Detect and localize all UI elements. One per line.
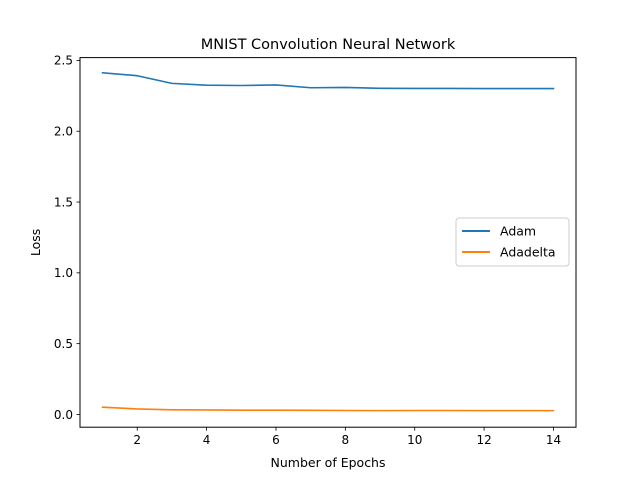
y-tick-label: 1.5 [54,195,73,209]
x-tick-label: 14 [546,433,561,447]
x-axis-label: Number of Epochs [271,455,386,470]
x-tick-label: 6 [272,433,280,447]
legend-label-adadelta: Adadelta [500,245,556,260]
legend: Adam Adadelta [456,218,569,266]
y-tick-label: 0.0 [54,408,73,422]
y-tick-label: 2.5 [54,54,73,68]
y-tick-label: 2.0 [54,125,73,139]
y-tick-label: 0.5 [54,337,73,351]
x-tick-label: 12 [476,433,491,447]
y-axis-label: Loss [28,229,43,256]
x-tick-label: 10 [407,433,422,447]
x-tick-label: 4 [203,433,211,447]
x-tick-label: 8 [342,433,350,447]
x-tick-label: 2 [133,433,141,447]
chart-title: MNIST Convolution Neural Network [201,37,456,53]
legend-label-adam: Adam [500,224,536,239]
y-tick-label: 1.0 [54,266,73,280]
